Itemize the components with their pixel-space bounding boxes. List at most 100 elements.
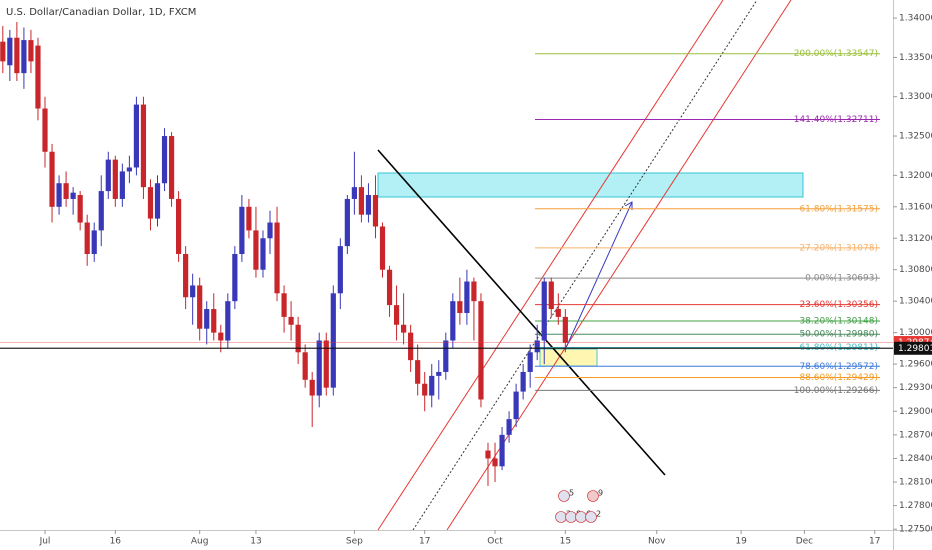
candle-body (246, 206, 252, 231)
candle-body (28, 40, 34, 62)
fib-label: 50.00%(1.29980) (799, 330, 878, 340)
candle-body (295, 324, 301, 353)
candle-body (91, 230, 97, 254)
fib-label: 0.00%(1.30693) (805, 274, 878, 284)
event-icon (558, 490, 570, 502)
candle-body (161, 136, 168, 184)
candle-body (478, 301, 484, 400)
candle-body (527, 352, 533, 372)
y-tick-label: 1.28100 (899, 478, 932, 488)
candle-body (513, 391, 519, 420)
event-icon (587, 490, 599, 502)
entry-zone (539, 348, 598, 367)
candle-body (84, 222, 90, 254)
candle-body (464, 281, 470, 313)
candle-body (267, 222, 273, 239)
candle-body (105, 159, 111, 192)
y-tick-label: 1.30000 (899, 328, 932, 338)
candle-body (154, 183, 161, 219)
event-icon (555, 511, 567, 523)
candle-body (63, 183, 69, 199)
candle-body (260, 238, 266, 270)
candle-body (330, 293, 336, 388)
y-tick-label: 1.32000 (899, 171, 932, 181)
candle-body (316, 340, 322, 396)
arrow-head (624, 201, 633, 210)
x-tick-label: Dec (796, 537, 813, 547)
y-tick-label: 1.33000 (899, 92, 932, 102)
candle-body (422, 383, 428, 396)
y-tick-label: 1.34000 (899, 14, 932, 24)
candle-body (253, 230, 259, 270)
channel-median (412, 0, 758, 531)
supply-zone (377, 172, 804, 198)
event-icon (565, 511, 577, 523)
candle-body (323, 340, 329, 388)
x-tick-label: 17 (869, 537, 880, 547)
candle-body (379, 226, 386, 270)
candle-body (77, 195, 83, 223)
candle-body (35, 45, 41, 109)
candle-body (42, 108, 48, 152)
x-tick-label: Sep (346, 537, 363, 547)
y-tick-label: 1.29600 (899, 360, 932, 370)
candle-body (119, 171, 125, 199)
fib-label: 88.60%(1.29429) (799, 373, 878, 383)
candle-body (183, 253, 189, 298)
candle-body (98, 191, 104, 231)
fib-label: 78.60%(1.29572) (799, 362, 878, 372)
candle-body (492, 458, 498, 467)
candle-body (534, 340, 540, 353)
candle-body (386, 269, 393, 306)
candle-body (190, 285, 196, 298)
candle-body (372, 195, 379, 227)
fib-label: 38.20%(1.30148) (799, 316, 878, 326)
candle-body (309, 379, 315, 396)
candle-body (365, 195, 372, 215)
candle-body (541, 281, 547, 341)
candle-body (140, 104, 147, 188)
x-tick-label: 19 (735, 537, 747, 547)
candle-body (232, 253, 238, 302)
y-tick-label: 1.28400 (899, 454, 932, 464)
fib-label: 100.00%(1.29266) (794, 386, 878, 396)
fib-label: 61.80%(1.31575) (799, 204, 878, 214)
candle-body (351, 187, 357, 199)
candle-body (344, 198, 350, 247)
candle-body (450, 301, 456, 341)
candle-body (415, 360, 421, 384)
y-tick-label: 1.32500 (899, 132, 932, 142)
price-label-box (894, 341, 932, 355)
candle-body (56, 183, 62, 207)
candle-body (147, 187, 154, 219)
candle-body (197, 285, 203, 329)
candle-body (393, 305, 400, 325)
candle-body (70, 192, 76, 199)
candle-body (218, 332, 224, 341)
candle-body (225, 301, 231, 341)
x-tick-label: 13 (250, 537, 261, 547)
x-tick-label: Jul (39, 537, 51, 547)
projection-arrow (564, 201, 633, 351)
price-label: 1.29801 (898, 344, 932, 354)
candle-body (562, 316, 568, 343)
candle-body (506, 419, 512, 435)
candle-body (126, 167, 132, 172)
candle-body (408, 332, 414, 361)
trend-line (377, 149, 666, 476)
candle-body (429, 375, 435, 396)
y-tick-label: 1.31200 (899, 234, 932, 244)
candle-body (457, 301, 463, 313)
y-tick-label: 1.27500 (899, 525, 932, 535)
fib-label: 23.60%(1.30356) (799, 300, 878, 310)
event-count: 9 (598, 489, 603, 498)
candle-body (548, 281, 554, 310)
event-icon (585, 511, 597, 523)
chart-title: U.S. Dollar/Canadian Dollar, 1D, FXCM (6, 7, 196, 18)
y-tick-label: 1.28700 (899, 430, 932, 440)
y-tick-label: 1.31600 (899, 202, 932, 212)
event-count: 5 (569, 489, 574, 498)
candle-body (0, 41, 6, 62)
candle-body (520, 371, 526, 392)
